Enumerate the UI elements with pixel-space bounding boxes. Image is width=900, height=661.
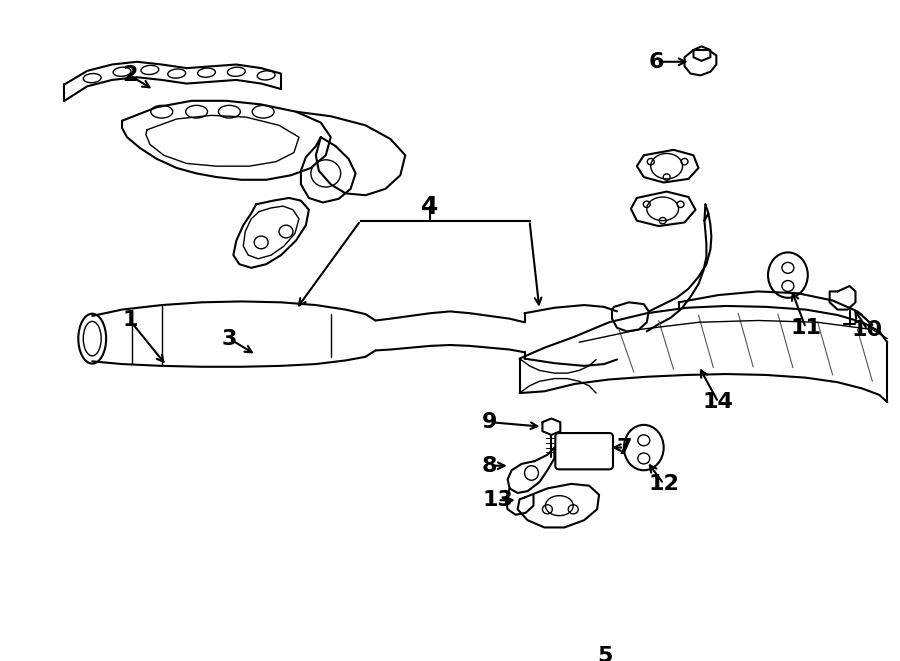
Text: 12: 12 (648, 474, 680, 494)
Text: 2: 2 (122, 65, 138, 85)
FancyBboxPatch shape (555, 433, 613, 469)
Text: 9: 9 (482, 412, 498, 432)
Text: 8: 8 (482, 455, 498, 476)
Text: 1: 1 (122, 311, 138, 330)
Text: 11: 11 (790, 318, 822, 338)
Text: 13: 13 (482, 490, 513, 510)
Text: 6: 6 (649, 52, 664, 72)
Text: 7: 7 (616, 438, 632, 457)
Text: 10: 10 (851, 319, 883, 340)
Text: 14: 14 (703, 392, 733, 412)
Text: 3: 3 (221, 329, 237, 348)
Text: 5: 5 (598, 646, 613, 661)
Text: 4: 4 (421, 195, 439, 219)
